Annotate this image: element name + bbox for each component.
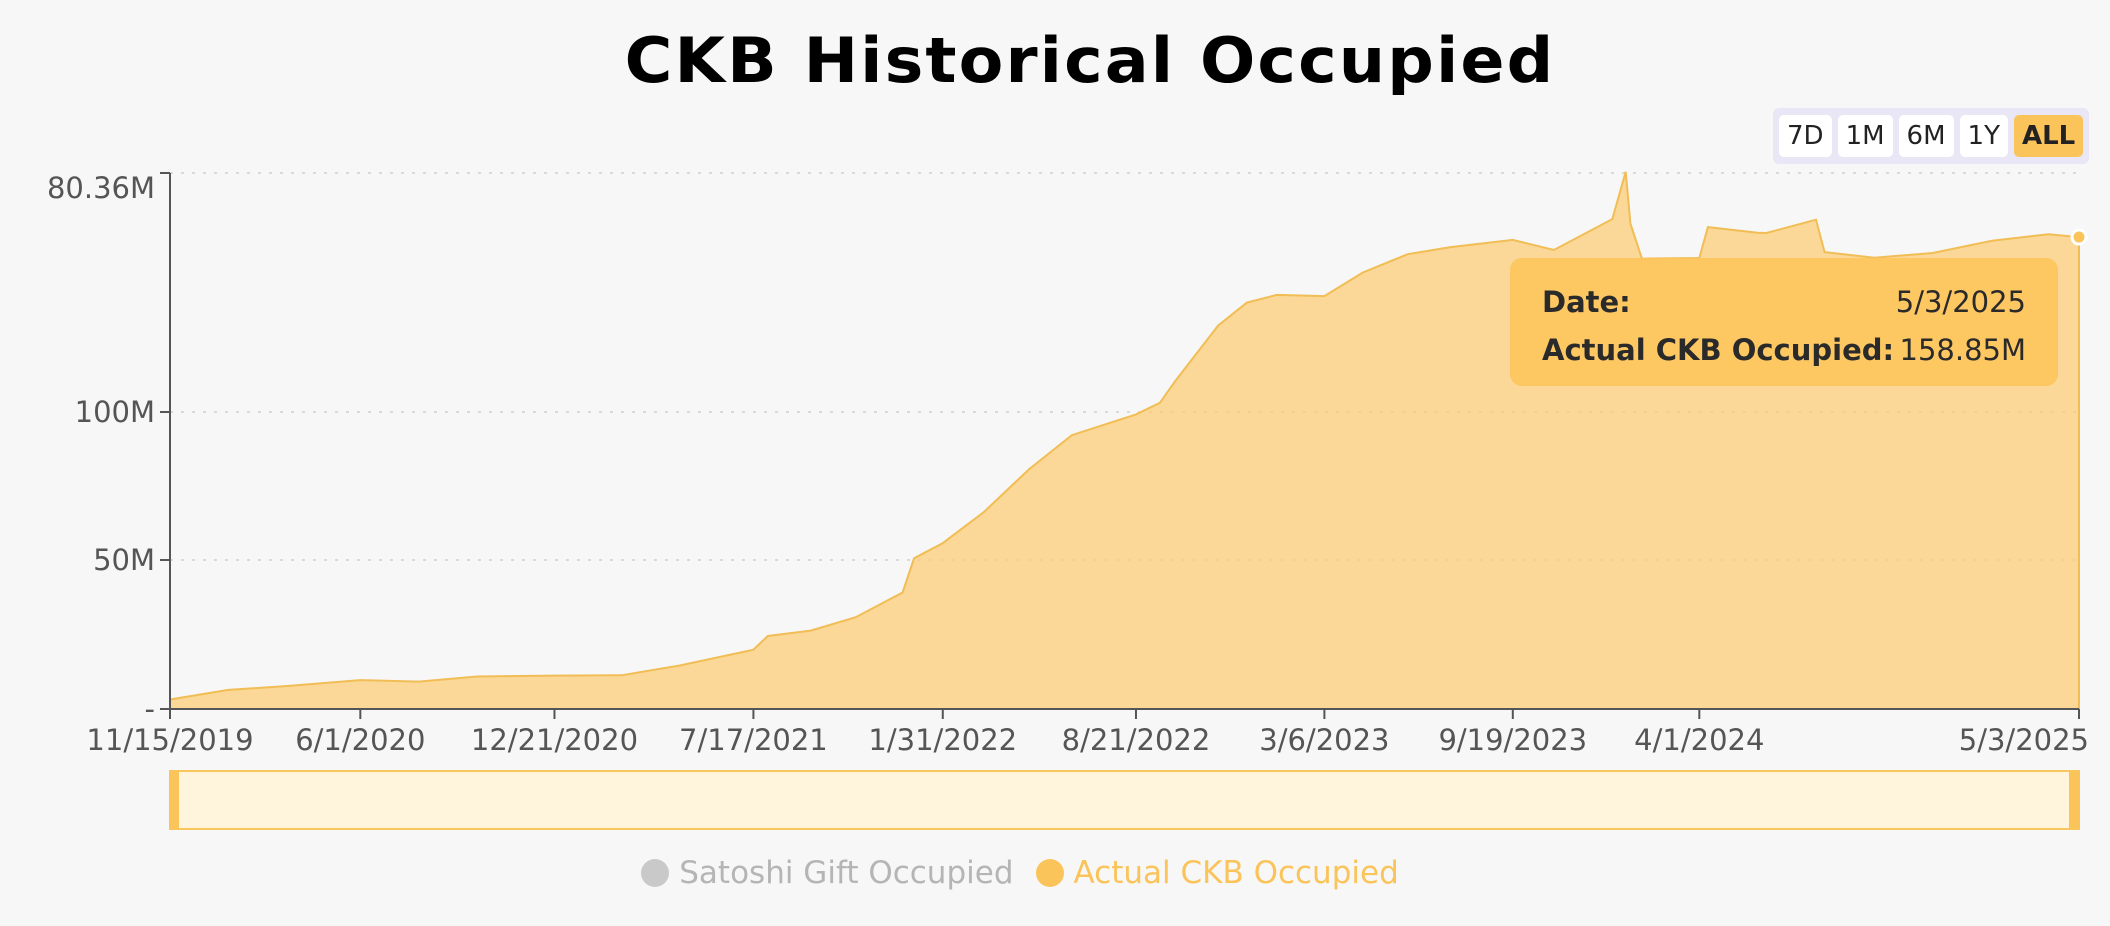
x-tick-label: 12/21/2020 — [471, 723, 638, 757]
x-tick-label: 11/15/2019 — [86, 723, 253, 757]
legend-label-satoshi-gift: Satoshi Gift Occupied — [679, 855, 1014, 891]
x-tick-label: 5/3/2025 — [1959, 723, 2089, 757]
x-tick-label: 8/21/2022 — [1062, 723, 1211, 757]
zoom-slider-handle-left[interactable] — [169, 771, 179, 829]
y-tick-label: 50M — [93, 543, 155, 577]
x-tick-label: 3/6/2023 — [1259, 723, 1389, 757]
legend-item-satoshi-gift[interactable]: Satoshi Gift Occupied — [641, 855, 1014, 891]
data-point-marker[interactable] — [2070, 228, 2088, 246]
tooltip-date-label: Date: — [1542, 285, 1631, 319]
chart-title: CKB Historical Occupied — [624, 24, 1556, 97]
range-1y-button[interactable]: 1Y — [1959, 115, 2008, 157]
legend-item-actual-ckb[interactable]: Actual CKB Occupied — [1035, 855, 1399, 891]
x-tick-label: 7/17/2021 — [679, 723, 828, 757]
tooltip-date-value: 5/3/2025 — [1895, 285, 2026, 319]
series-area-actual-ckb-occupied — [169, 171, 2080, 710]
range-all-button[interactable]: ALL — [2013, 115, 2084, 157]
tooltip-series-label: Actual CKB Occupied: — [1542, 333, 1895, 367]
x-tick-label: 6/1/2020 — [295, 723, 425, 757]
time-range-selector: 7D 1M 6M 1Y ALL — [1773, 108, 2089, 164]
range-1m-button[interactable]: 1M — [1837, 115, 1893, 157]
y-tick-label: 80.36M — [47, 171, 155, 205]
x-tick-label: 9/19/2023 — [1438, 723, 1587, 757]
x-tick-label: 4/1/2024 — [1634, 723, 1764, 757]
y-tick-label: - — [145, 692, 155, 726]
legend-label-actual-ckb: Actual CKB Occupied — [1073, 855, 1399, 891]
zoom-slider-handle-right[interactable] — [2069, 771, 2079, 829]
chart-tooltip: Date: 5/3/2025 Actual CKB Occupied: 158.… — [1510, 258, 2058, 386]
legend-dot-satoshi-gift-icon — [641, 859, 670, 887]
legend-dot-actual-ckb-icon — [1035, 859, 1064, 887]
y-tick-label: 100M — [75, 395, 155, 429]
chart-legend: Satoshi Gift Occupied Actual CKB Occupie… — [0, 855, 2075, 891]
range-6m-button[interactable]: 6M — [1898, 115, 1954, 157]
tooltip-series-value: 158.85M — [1899, 333, 2027, 367]
x-tick-label: 1/31/2022 — [868, 723, 1017, 757]
range-7d-button[interactable]: 7D — [1779, 115, 1832, 157]
zoom-slider-track[interactable] — [169, 770, 2080, 830]
